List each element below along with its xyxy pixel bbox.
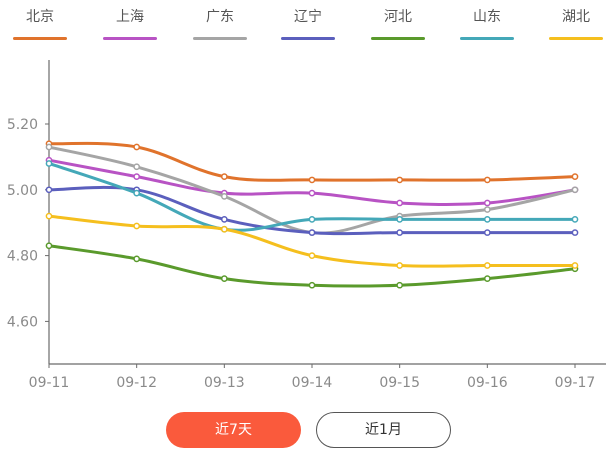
data-point[interactable] — [220, 216, 228, 223]
legend-swatch — [371, 37, 425, 40]
x-tick-label: 09-16 — [467, 375, 508, 391]
legend-label: 广东 — [206, 9, 234, 25]
x-tick-label: 09-13 — [204, 375, 245, 391]
data-point[interactable] — [571, 229, 579, 236]
data-point[interactable] — [133, 189, 141, 197]
data-point[interactable] — [483, 176, 491, 184]
x-tick-label: 09-14 — [292, 375, 333, 391]
data-point[interactable] — [45, 186, 53, 194]
data-point[interactable] — [483, 262, 491, 269]
data-point[interactable] — [220, 275, 228, 282]
data-point[interactable] — [133, 163, 141, 171]
legend-swatch — [549, 37, 603, 40]
data-point[interactable] — [571, 262, 579, 269]
data-point[interactable] — [220, 193, 228, 200]
chart-series — [45, 140, 579, 289]
legend-swatch — [193, 37, 247, 40]
data-point[interactable] — [396, 199, 404, 207]
data-point[interactable] — [45, 143, 53, 151]
series-0 — [45, 140, 579, 184]
legend-swatch — [281, 37, 335, 40]
chart-legend: 北京 上海 广东 辽宁 河北 山东 湖北 — [0, 0, 613, 50]
legend-item-6[interactable]: 湖北 — [546, 8, 606, 40]
legend-label: 辽宁 — [294, 9, 322, 25]
legend-label: 上海 — [116, 9, 144, 25]
x-tick-label: 09-17 — [555, 375, 596, 391]
data-point[interactable] — [220, 225, 228, 233]
data-point[interactable] — [396, 216, 404, 223]
data-point[interactable] — [308, 216, 316, 223]
data-point[interactable] — [483, 275, 491, 282]
y-tick-label: 4.60 — [7, 314, 38, 330]
data-point[interactable] — [571, 186, 579, 194]
data-point[interactable] — [308, 189, 316, 197]
legend-label: 山东 — [473, 9, 501, 25]
data-point[interactable] — [483, 216, 491, 223]
data-point[interactable] — [483, 206, 491, 213]
legend-swatch — [103, 37, 157, 40]
data-point[interactable] — [45, 212, 53, 220]
data-point[interactable] — [396, 176, 404, 184]
y-tick-label: 4.80 — [7, 249, 38, 265]
legend-item-1[interactable]: 上海 — [100, 8, 160, 40]
data-point[interactable] — [571, 216, 579, 223]
data-point[interactable] — [45, 242, 53, 250]
data-point[interactable] — [308, 281, 316, 289]
legend-item-5[interactable]: 山东 — [457, 8, 517, 40]
data-point[interactable] — [396, 281, 404, 289]
data-point[interactable] — [396, 229, 404, 236]
data-point[interactable] — [133, 255, 141, 263]
line-chart: 4.60 4.80 5.00 5.20 09-11 09-12 09-13 09-14 09-1… — [7, 60, 606, 391]
last-7-days-button[interactable]: 近7天 — [166, 412, 301, 448]
data-point[interactable] — [220, 173, 228, 180]
data-point[interactable] — [483, 199, 491, 207]
x-tick-label: 09-11 — [29, 375, 70, 391]
data-point[interactable] — [396, 262, 404, 269]
x-tick-label: 09-15 — [379, 375, 420, 391]
x-tick-label: 09-12 — [116, 375, 157, 391]
data-point[interactable] — [308, 176, 316, 184]
data-point[interactable] — [571, 173, 579, 180]
chart-axes — [45, 60, 606, 368]
legend-swatch — [13, 37, 67, 40]
y-tick-label: 5.00 — [7, 183, 38, 199]
last-1-month-button[interactable]: 近1月 — [316, 412, 451, 448]
data-point[interactable] — [483, 229, 491, 236]
data-point[interactable] — [45, 160, 53, 167]
legend-label: 湖北 — [562, 9, 590, 25]
data-point[interactable] — [308, 229, 316, 236]
legend-label: 河北 — [384, 9, 412, 25]
data-point[interactable] — [308, 252, 316, 259]
data-point[interactable] — [133, 143, 141, 151]
legend-item-3[interactable]: 辽宁 — [278, 8, 338, 40]
legend-item-0[interactable]: 北京 — [10, 8, 70, 40]
legend-item-2[interactable]: 广东 — [190, 8, 250, 40]
series-6 — [45, 212, 579, 269]
legend-swatch — [460, 37, 514, 40]
data-point[interactable] — [133, 222, 141, 230]
y-tick-label: 5.20 — [7, 117, 38, 133]
data-point[interactable] — [133, 173, 141, 180]
chart-tick-labels: 4.60 4.80 5.00 5.20 09-11 09-12 09-13 09-14 09-1… — [7, 117, 596, 391]
series-5 — [45, 160, 579, 233]
legend-item-4[interactable]: 河北 — [368, 8, 428, 40]
legend-label: 北京 — [26, 9, 54, 25]
